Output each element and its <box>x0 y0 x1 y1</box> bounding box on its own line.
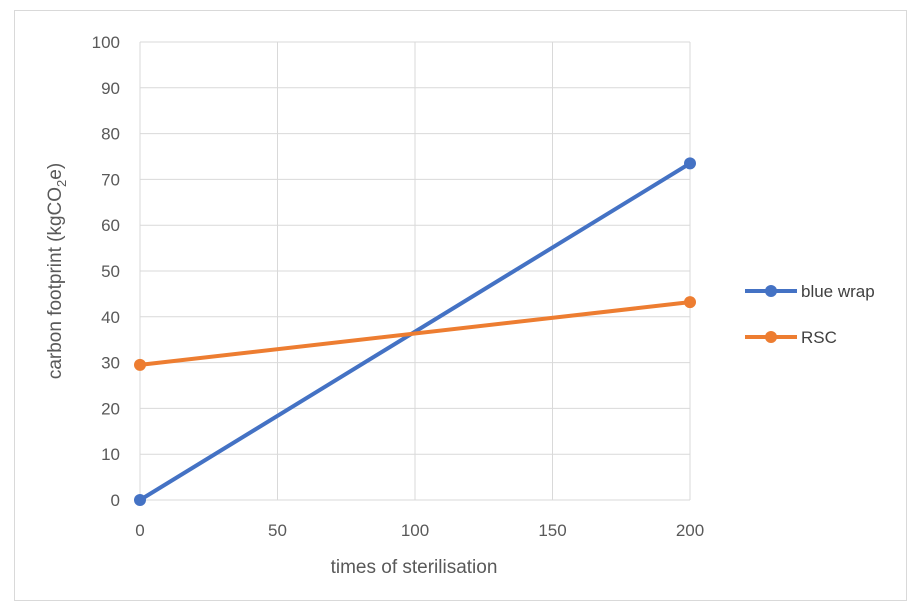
x-axis-title: times of sterilisation <box>331 557 498 578</box>
chart-frame: 0 10 20 30 40 50 60 70 80 90 100 0 50 100 150 200 time… <box>14 10 907 601</box>
y-tick-label: 50 <box>101 262 120 281</box>
legend-swatch-marker <box>765 331 777 343</box>
y-tick-labels: 0 10 20 30 40 50 60 70 80 90 100 <box>92 33 120 510</box>
y-axis-title: carbon footprint (kgCO2e) <box>45 163 69 379</box>
x-tick-label: 100 <box>401 521 429 540</box>
y-tick-label: 20 <box>101 399 120 418</box>
data-point <box>684 157 696 170</box>
y-axis-title-main: carbon footprint (kgCO <box>45 187 66 379</box>
y-tick-label: 40 <box>101 308 120 327</box>
legend-label: RSC <box>801 328 837 347</box>
series-lines <box>134 157 696 506</box>
y-tick-label: 80 <box>101 125 120 144</box>
data-point <box>134 494 146 506</box>
x-tick-label: 200 <box>676 521 704 540</box>
data-point <box>134 358 146 371</box>
line-chart: 0 10 20 30 40 50 60 70 80 90 100 0 50 100 150 200 time… <box>45 33 875 578</box>
x-tick-label: 0 <box>135 521 144 540</box>
data-point <box>684 296 696 309</box>
legend-swatch-marker <box>765 285 777 297</box>
y-tick-label: 60 <box>101 216 120 235</box>
legend: blue wrap RSC <box>745 282 875 347</box>
y-tick-label: 70 <box>101 170 120 189</box>
gridlines <box>139 41 691 501</box>
x-tick-label: 50 <box>268 521 287 540</box>
y-axis-title-subscript: 2 <box>54 180 69 187</box>
y-tick-label: 30 <box>101 354 120 373</box>
y-tick-label: 90 <box>101 79 120 98</box>
x-tick-labels: 0 50 100 150 200 <box>135 521 704 540</box>
y-tick-label: 100 <box>92 33 120 52</box>
legend-label: blue wrap <box>801 282 875 301</box>
y-tick-label: 0 <box>111 491 120 510</box>
series-line-1 <box>138 300 692 367</box>
y-tick-label: 10 <box>101 445 120 464</box>
x-tick-label: 150 <box>538 521 566 540</box>
y-axis-title-suffix: e) <box>45 163 66 180</box>
